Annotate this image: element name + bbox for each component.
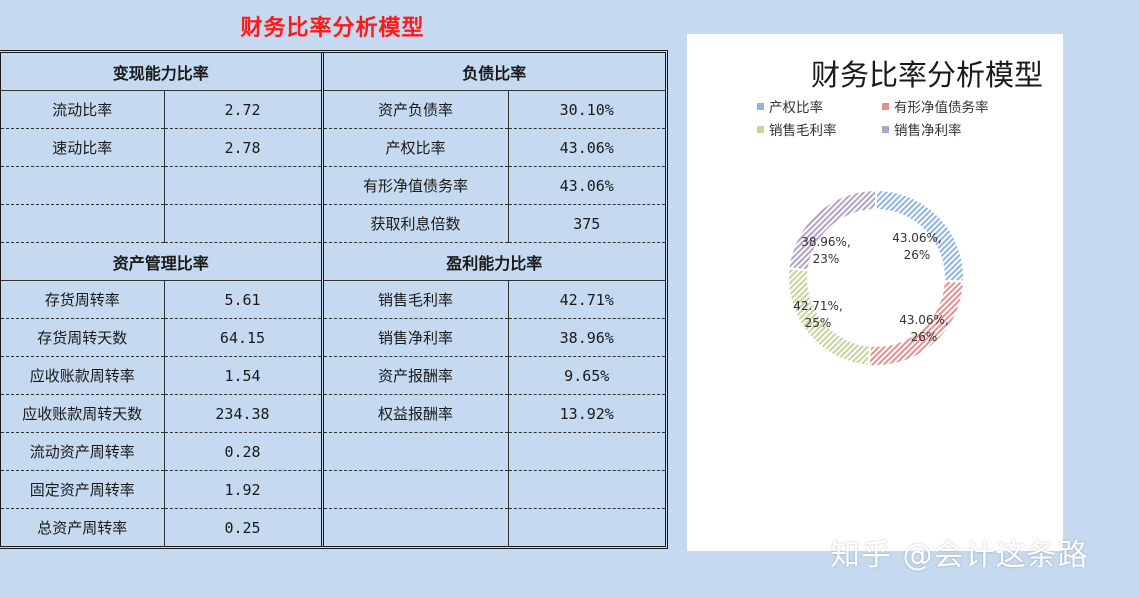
- ratio-value-cell[interactable]: [508, 470, 665, 509]
- ratio-value-cell[interactable]: 64.15: [164, 318, 324, 357]
- ratio-value-cell[interactable]: 5.61: [164, 280, 324, 319]
- chart-title: 财务比率分析模型: [810, 58, 1043, 92]
- ratio-value-cell[interactable]: [508, 509, 665, 547]
- ratio-value-cell[interactable]: 375: [508, 204, 665, 243]
- ratio-value-cell[interactable]: 42.71%: [508, 280, 665, 319]
- legend-swatch-icon: [882, 125, 889, 133]
- table-row: 有形净值债务率 43.06%: [1, 166, 665, 205]
- ratio-value-cell[interactable]: 13.92%: [508, 394, 665, 433]
- ratio-label-cell[interactable]: 资产报酬率: [322, 356, 509, 395]
- ratio-label-cell[interactable]: 产权比率: [322, 128, 509, 167]
- table-row: 速动比率 2.78 产权比率 43.06%: [1, 128, 665, 167]
- slice-percent-label: 26%: [904, 248, 931, 262]
- legend-swatch-icon: [882, 102, 889, 110]
- ratio-label-cell[interactable]: 有形净值债务率: [322, 166, 509, 205]
- ratio-label-cell[interactable]: 销售净利率: [322, 318, 509, 357]
- donut-slice[interactable]: [787, 188, 877, 272]
- legend-label: 有形净值债务率: [894, 100, 989, 116]
- table-row: 总资产周转率 0.25: [1, 508, 665, 547]
- table-row: 流动资产周转率 0.28: [1, 432, 665, 471]
- table-row: 获取利息倍数 375: [1, 204, 665, 243]
- legend-label: 销售毛利率: [769, 123, 837, 139]
- ratio-value-cell[interactable]: 9.65%: [508, 356, 665, 395]
- section-header-row: 变现能力比率 负债比率: [1, 53, 665, 91]
- section-title-asset-mgmt[interactable]: 资产管理比率: [1, 242, 324, 281]
- ratio-label-cell[interactable]: 权益报酬率: [322, 394, 509, 433]
- ratio-value-cell[interactable]: 0.25: [164, 508, 324, 546]
- ratio-label-cell[interactable]: 固定资产周转率: [1, 470, 165, 509]
- ratio-value-cell[interactable]: [164, 166, 324, 205]
- legend-swatch-icon: [757, 125, 764, 133]
- section-header-row: 资产管理比率 盈利能力比率: [1, 242, 665, 281]
- section-title-debt[interactable]: 负债比率: [322, 53, 665, 91]
- ratio-label-cell[interactable]: 存货周转天数: [1, 318, 165, 357]
- ratio-value-cell[interactable]: 43.06%: [508, 128, 665, 167]
- ratio-label-cell[interactable]: 应收账款周转天数: [1, 394, 165, 433]
- ratio-label-cell[interactable]: 应收账款周转率: [1, 356, 165, 395]
- legend-label: 销售净利率: [894, 123, 962, 139]
- table-row: 固定资产周转率 1.92: [1, 470, 665, 509]
- legend-item[interactable]: 销售净利率: [882, 119, 962, 139]
- ratio-table: 变现能力比率 负债比率 流动比率 2.72 资产负债率 30.10% 速动比率 2.78 产权比…: [0, 50, 668, 549]
- donut-chart: 43.06%, 26% 43.06%, 26% 42.71%, 25% 38.96%, 23%: [787, 188, 965, 367]
- slice-value-label: 43.06%,: [892, 231, 942, 245]
- ratio-value-cell[interactable]: 38.96%: [508, 318, 665, 357]
- table-row: 存货周转率 5.61 销售毛利率 42.71%: [1, 280, 665, 319]
- ratio-value-cell[interactable]: [164, 204, 324, 243]
- ratio-label-cell[interactable]: 获取利息倍数: [322, 204, 509, 243]
- slice-percent-label: 25%: [805, 316, 832, 330]
- table-row: 应收账款周转率 1.54 资产报酬率 9.65%: [1, 356, 665, 395]
- ratio-label-cell[interactable]: 销售毛利率: [322, 280, 509, 319]
- ratio-label-cell[interactable]: [1, 204, 165, 243]
- slice-percent-label: 23%: [813, 252, 840, 266]
- ratio-label-cell[interactable]: 资产负债率: [322, 90, 509, 129]
- ratio-value-cell[interactable]: 1.92: [164, 470, 324, 509]
- legend-label: 产权比率: [769, 100, 823, 116]
- table-row: 存货周转天数 64.15 销售净利率 38.96%: [1, 318, 665, 357]
- table-row: 流动比率 2.72 资产负债率 30.10%: [1, 90, 665, 129]
- watermark: 知乎 @会计这条路: [830, 538, 1089, 573]
- ratio-label-cell[interactable]: 总资产周转率: [1, 508, 165, 546]
- section-title-liquidity[interactable]: 变现能力比率: [1, 53, 324, 91]
- legend-item[interactable]: 销售毛利率: [757, 119, 837, 139]
- ratio-value-cell[interactable]: [508, 432, 665, 471]
- ratio-value-cell[interactable]: 2.78: [164, 128, 324, 167]
- legend-swatch-icon: [757, 102, 764, 110]
- legend-item[interactable]: 产权比率: [757, 96, 823, 116]
- ratio-label-cell[interactable]: [322, 508, 509, 546]
- ratio-label-cell[interactable]: 流动资产周转率: [1, 432, 165, 471]
- ratio-label-cell[interactable]: 流动比率: [1, 90, 165, 129]
- table-row: 应收账款周转天数 234.38 权益报酬率 13.92%: [1, 394, 665, 433]
- ratio-label-cell[interactable]: [322, 432, 509, 471]
- slice-value-label: 43.06%,: [899, 313, 949, 327]
- ratio-label-cell[interactable]: [322, 470, 509, 509]
- chart-panel[interactable]: 财务比率分析模型 产权比率 有形净值债务率销售毛利率 销售净利率 43.06%, 26…: [687, 34, 1063, 551]
- slice-value-label: 42.71%,: [793, 299, 843, 313]
- ratio-label-cell[interactable]: [1, 166, 165, 205]
- slice-percent-label: 26%: [911, 330, 938, 344]
- legend-item[interactable]: 有形净值债务率: [882, 96, 989, 116]
- ratio-value-cell[interactable]: 234.38: [164, 394, 324, 433]
- section-title-profit[interactable]: 盈利能力比率: [322, 242, 665, 281]
- ratio-value-cell[interactable]: 43.06%: [508, 166, 665, 205]
- page-title: 财务比率分析模型: [240, 16, 425, 41]
- ratio-value-cell[interactable]: 0.28: [164, 432, 324, 471]
- ratio-label-cell[interactable]: 速动比率: [1, 128, 165, 167]
- ratio-label-cell[interactable]: 存货周转率: [1, 280, 165, 319]
- ratio-value-cell[interactable]: 1.54: [164, 356, 324, 395]
- ratio-value-cell[interactable]: 30.10%: [508, 90, 665, 129]
- slice-value-label: 38.96%,: [801, 235, 851, 249]
- ratio-value-cell[interactable]: 2.72: [164, 90, 324, 129]
